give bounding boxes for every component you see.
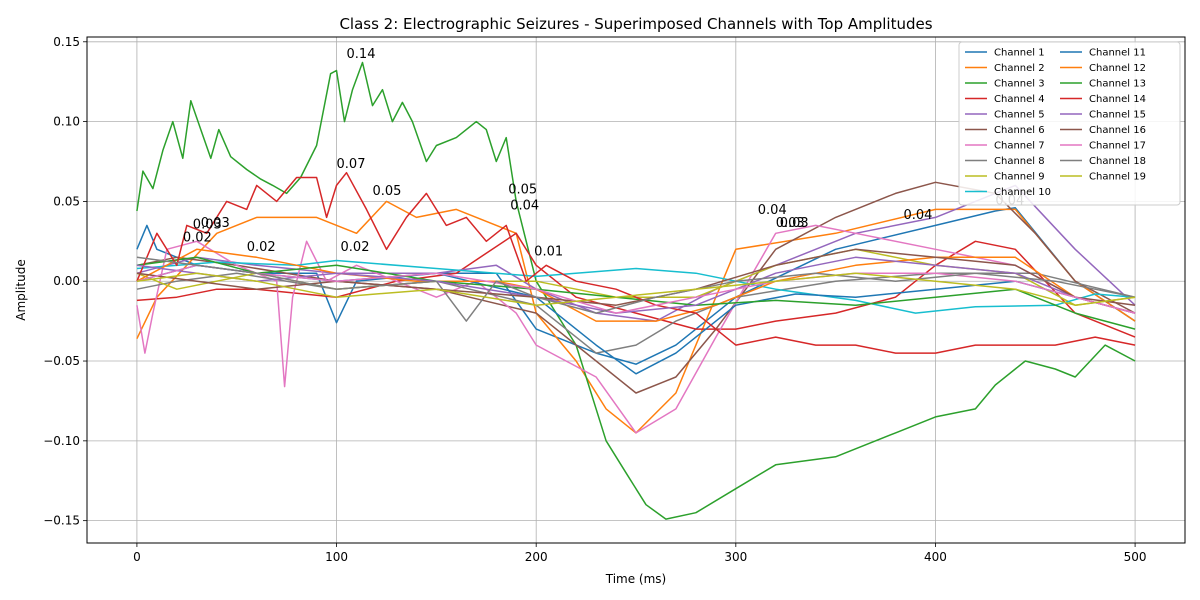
value-annotation: 0.04 [904, 208, 933, 223]
series-line [136, 248, 1136, 322]
legend-label: Channel 4 [994, 94, 1045, 105]
legend-label: Channel 17 [1089, 141, 1146, 152]
legend-label: Channel 12 [1089, 63, 1146, 74]
value-annotation: 0.05 [372, 184, 401, 199]
y-tick-label: −0.15 [43, 514, 80, 528]
value-annotation: 0.03 [780, 216, 809, 231]
x-tick-label: 0 [133, 550, 141, 564]
value-annotation: 0.05 [508, 182, 537, 197]
value-annotation: 0.14 [347, 47, 376, 62]
legend-label: Channel 18 [1089, 156, 1146, 167]
legend-label: Channel 16 [1089, 125, 1146, 136]
value-annotation: 0.02 [183, 230, 212, 245]
series-line [136, 224, 1136, 434]
value-annotation: 0.07 [337, 157, 366, 172]
legend-label: Channel 1 [994, 48, 1045, 59]
y-tick-label: −0.05 [43, 354, 80, 368]
legend-box [958, 41, 1181, 206]
y-axis-label: Amplitude [14, 259, 28, 321]
axis-ticks: 0 100 200 300 400 500−0.15−0.10−0.050.000.050… [43, 35, 1146, 564]
x-tick-label: 200 [525, 550, 548, 564]
legend-label: Channel 8 [994, 156, 1045, 167]
series-line [136, 272, 1136, 306]
value-annotation: 0.03 [201, 216, 230, 231]
series-line [136, 264, 1136, 314]
series-line [136, 171, 1136, 354]
series-line [136, 61, 1136, 520]
series-group [136, 61, 1136, 520]
value-annotation: 0.02 [247, 240, 276, 255]
y-tick-label: −0.10 [43, 434, 80, 448]
series-line [136, 259, 1136, 314]
value-annotation: 0.03 [193, 218, 222, 233]
legend-label: Channel 15 [1089, 110, 1146, 121]
legend: Channel 1 Channel 2 Channel 3 Channel 4 Chan… [958, 41, 1181, 206]
y-tick-label: 0.15 [53, 35, 80, 49]
series-line [136, 256, 1136, 314]
y-tick-label: 0.05 [53, 194, 80, 208]
legend-label: Channel 3 [994, 79, 1045, 90]
x-tick-label: 100 [325, 550, 348, 564]
legend-label: Channel 7 [994, 141, 1045, 152]
legend-label: Channel 19 [1089, 172, 1146, 183]
legend-label: Channel 10 [994, 187, 1051, 198]
legend-label: Channel 9 [994, 172, 1045, 183]
legend-label: Channel 6 [994, 125, 1045, 136]
legend-label: Channel 13 [1089, 79, 1146, 90]
x-tick-label: 300 [724, 550, 747, 564]
series-line [136, 232, 1136, 338]
chart-title: Class 2: Electrographic Seizures - Super… [339, 15, 932, 33]
value-annotation: 0.01 [534, 245, 563, 260]
x-tick-label: 500 [1124, 550, 1147, 564]
value-annotation: 0.04 [510, 198, 539, 213]
legend-label: Channel 14 [1089, 94, 1146, 105]
series-line [136, 272, 1136, 354]
value-annotation: 0.04 [758, 203, 787, 218]
legend-label: Channel 2 [994, 63, 1045, 74]
series-line [136, 256, 1136, 322]
plot-frame [86, 36, 1186, 544]
y-tick-label: 0.00 [53, 274, 80, 288]
value-annotation: 0.03 [776, 216, 805, 231]
series-line [136, 200, 1136, 434]
legend-label: Channel 11 [1089, 48, 1146, 59]
x-axis-label: Time (ms) [605, 572, 667, 586]
series-line [136, 256, 1136, 330]
x-tick-label: 400 [924, 550, 947, 564]
value-annotation: 0.02 [341, 240, 370, 255]
y-tick-label: 0.10 [53, 115, 80, 129]
legend-label: Channel 5 [994, 110, 1045, 121]
annotation-group: 0.140.070.05 0.050.040.030.030.020.02 0.02… [183, 47, 1024, 260]
